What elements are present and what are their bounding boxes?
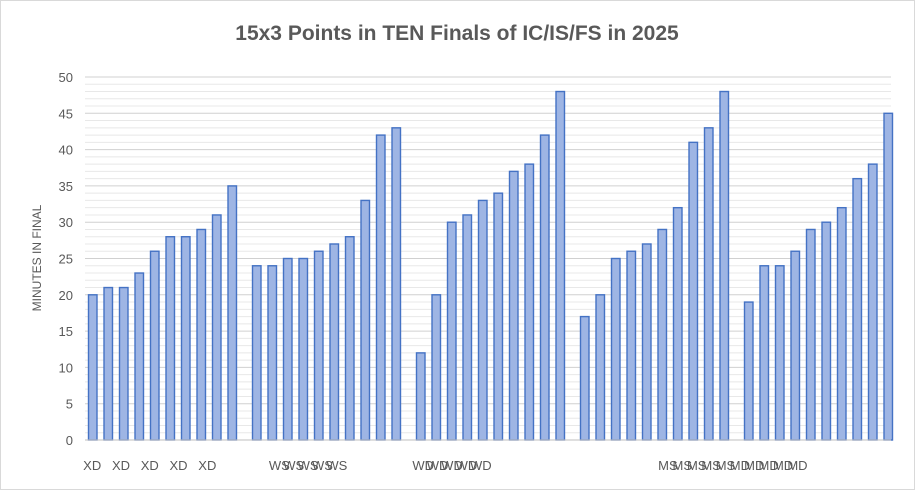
x-tick-label: WD — [456, 458, 478, 473]
bar-xd — [149, 250, 160, 441]
x-tick-label: WS — [326, 458, 347, 473]
bar-md — [836, 206, 847, 441]
bar-xd — [118, 286, 129, 441]
bar-ws — [251, 265, 262, 441]
bar-ws — [391, 127, 402, 441]
x-tick-label: WS — [312, 458, 333, 473]
bar-xd — [103, 286, 114, 441]
x-tick-label: MS — [716, 458, 736, 473]
bar-md — [883, 112, 894, 441]
y-tick-label: 50 — [59, 70, 73, 85]
bar-ws — [267, 265, 278, 441]
y-tick-label: 35 — [59, 179, 73, 194]
x-tick-label: XD — [198, 458, 216, 473]
bar-ws — [298, 257, 309, 441]
bar-md — [790, 250, 801, 441]
bar-md — [867, 163, 878, 441]
x-tick-label: MD — [744, 458, 764, 473]
bar-wd — [431, 294, 442, 441]
x-tick-label: WD — [470, 458, 492, 473]
bar-ws — [282, 257, 293, 441]
bar-wd — [446, 221, 457, 441]
bar-md — [774, 265, 785, 441]
bar-ws — [313, 250, 324, 441]
bar-xd — [87, 294, 98, 441]
bar-md — [852, 177, 863, 441]
x-tick-label: WD — [427, 458, 449, 473]
bar-ws — [344, 236, 355, 441]
y-tick-label: 30 — [59, 215, 73, 230]
x-tick-label: MD — [730, 458, 750, 473]
bar-wd — [539, 134, 550, 441]
bar-xd — [227, 185, 238, 441]
x-tick-label: XD — [83, 458, 101, 473]
y-axis-title: MINUTES IN FINAL — [30, 204, 44, 311]
bar-ws — [329, 243, 340, 441]
x-tick-label: MS — [687, 458, 707, 473]
bar-md — [743, 301, 754, 441]
x-tick-label: XD — [170, 458, 188, 473]
y-tick-label: 20 — [59, 288, 73, 303]
y-tick-label: 45 — [59, 106, 73, 121]
x-tick-label: WD — [441, 458, 463, 473]
bar-xd — [211, 214, 222, 441]
x-tick-label: MD — [787, 458, 807, 473]
bar-wd — [462, 214, 473, 441]
bar-wd — [493, 192, 504, 441]
bar-ms — [688, 141, 699, 441]
x-tick-label: WS — [283, 458, 304, 473]
x-tick-label: WD — [412, 458, 434, 473]
bar-ms — [657, 228, 668, 441]
bar-md — [805, 228, 816, 441]
bar-wd — [555, 90, 566, 441]
bar-wd — [477, 199, 488, 441]
bar-ms — [579, 315, 590, 441]
y-tick-label: 25 — [59, 252, 73, 267]
bar-ms — [626, 250, 637, 441]
y-tick-label: 0 — [66, 433, 73, 448]
x-tick-label: XD — [112, 458, 130, 473]
bar-wd — [415, 352, 426, 441]
bar-ws — [375, 134, 386, 441]
bar-xd — [196, 228, 207, 441]
x-tick-label: MD — [773, 458, 793, 473]
y-tick-label: 5 — [66, 397, 73, 412]
x-tick-label: MS — [701, 458, 721, 473]
x-tick-label: WS — [269, 458, 290, 473]
y-axis-ticks: 0 5 10 15 20 25 30 35 40 45 50 — [59, 70, 73, 448]
bar-wd — [524, 163, 535, 441]
bar-ms — [672, 206, 683, 441]
x-tick-label: XD — [141, 458, 159, 473]
x-tick-label: MS — [673, 458, 693, 473]
y-tick-label: 10 — [59, 360, 73, 375]
y-tick-label: 40 — [59, 143, 73, 158]
bar-ms — [719, 90, 730, 441]
bar-ms — [595, 294, 606, 441]
bar-md — [759, 265, 770, 441]
chart-title: 15x3 Points in TEN Finals of IC/IS/FS in… — [235, 22, 679, 45]
bar-ms — [610, 257, 621, 441]
x-tick-label: MD — [759, 458, 779, 473]
bar-xd — [165, 236, 176, 441]
x-tick-label: MS — [658, 458, 678, 473]
bar-ms — [641, 243, 652, 441]
bar-xd — [180, 236, 191, 441]
bar-md — [821, 221, 832, 441]
bar-ms — [703, 127, 714, 441]
bar-xd — [134, 272, 145, 441]
bar-ws — [360, 199, 371, 441]
y-tick-label: 15 — [59, 324, 73, 339]
bar-wd — [508, 170, 519, 441]
bars — [87, 90, 894, 441]
x-tick-label: WS — [298, 458, 319, 473]
